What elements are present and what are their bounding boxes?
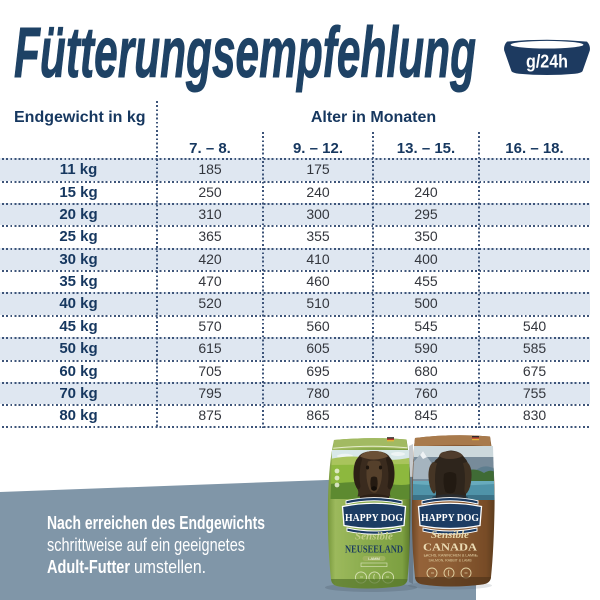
svg-text:SALMON, RABBIT & LAMB: SALMON, RABBIT & LAMB <box>428 559 472 563</box>
svg-text:g/24h: g/24h <box>526 52 568 72</box>
svg-text:LACHS, KANINCHEN & LAMM: LACHS, KANINCHEN & LAMM <box>424 554 477 558</box>
svg-text:Fütterungsempfehlung: Fütterungsempfehlung <box>14 14 476 93</box>
svg-text:Sensible: Sensible <box>355 531 393 543</box>
svg-text:CANADA: CANADA <box>423 542 477 554</box>
svg-text:NEUSEELAND: NEUSEELAND <box>345 544 403 556</box>
svg-text:schrittweise auf ein geeignete: schrittweise auf ein geeignetes <box>47 534 245 555</box>
svg-text:Nach erreichen des Endgewichts: Nach erreichen des Endgewichts <box>47 512 265 533</box>
svg-text:LAMM: LAMM <box>368 556 380 561</box>
svg-text:Sensible: Sensible <box>431 529 469 541</box>
